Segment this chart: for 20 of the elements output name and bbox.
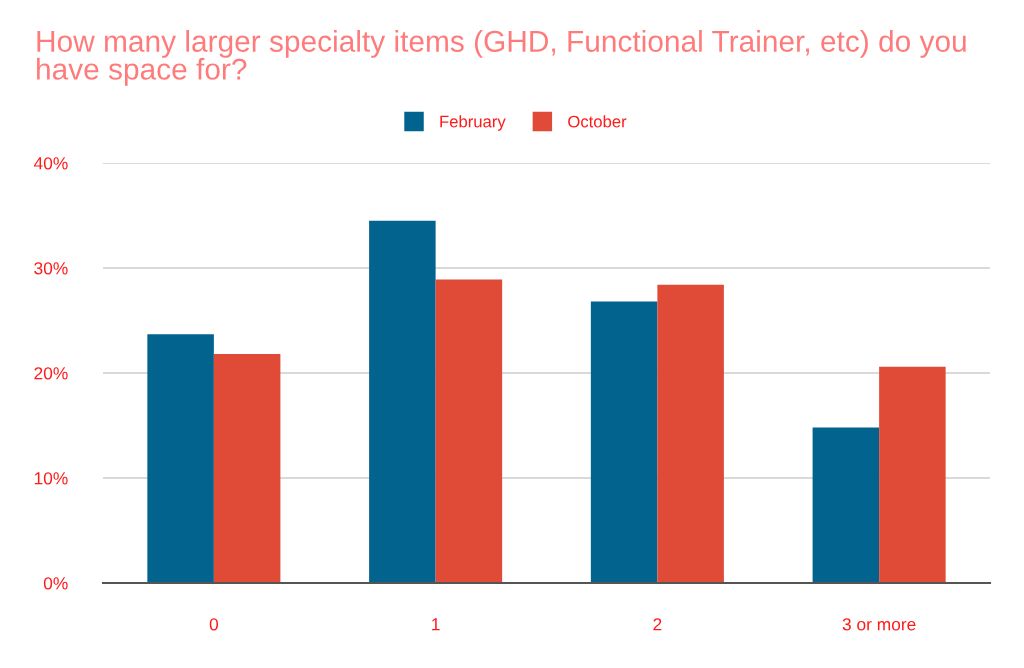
- x-tick-label: 0: [209, 618, 219, 631]
- bar: [590, 301, 658, 583]
- y-tick-label: 10%: [34, 472, 68, 485]
- legend-label: February: [440, 115, 506, 131]
- chart-title: How many larger specialty items (GHD, Functional Trainer, etc) do you have space for?: [37, 30, 966, 86]
- bar: [657, 284, 724, 583]
- bar: [879, 366, 946, 583]
- bar: [369, 220, 436, 583]
- x-tick-label: 1: [432, 618, 440, 631]
- y-tick-label: 30%: [34, 262, 68, 275]
- bar: [147, 334, 214, 583]
- legend-label: October: [568, 115, 627, 128]
- x-tick-label: 2: [653, 618, 662, 631]
- bar: [213, 354, 281, 583]
- bar: [812, 427, 880, 583]
- y-tick-label: 40%: [33, 157, 68, 170]
- bar: [435, 279, 503, 583]
- y-tick-label: 20%: [34, 367, 68, 380]
- x-tick-label: 3 or more: [842, 618, 916, 631]
- y-tick-label: 0%: [43, 577, 68, 590]
